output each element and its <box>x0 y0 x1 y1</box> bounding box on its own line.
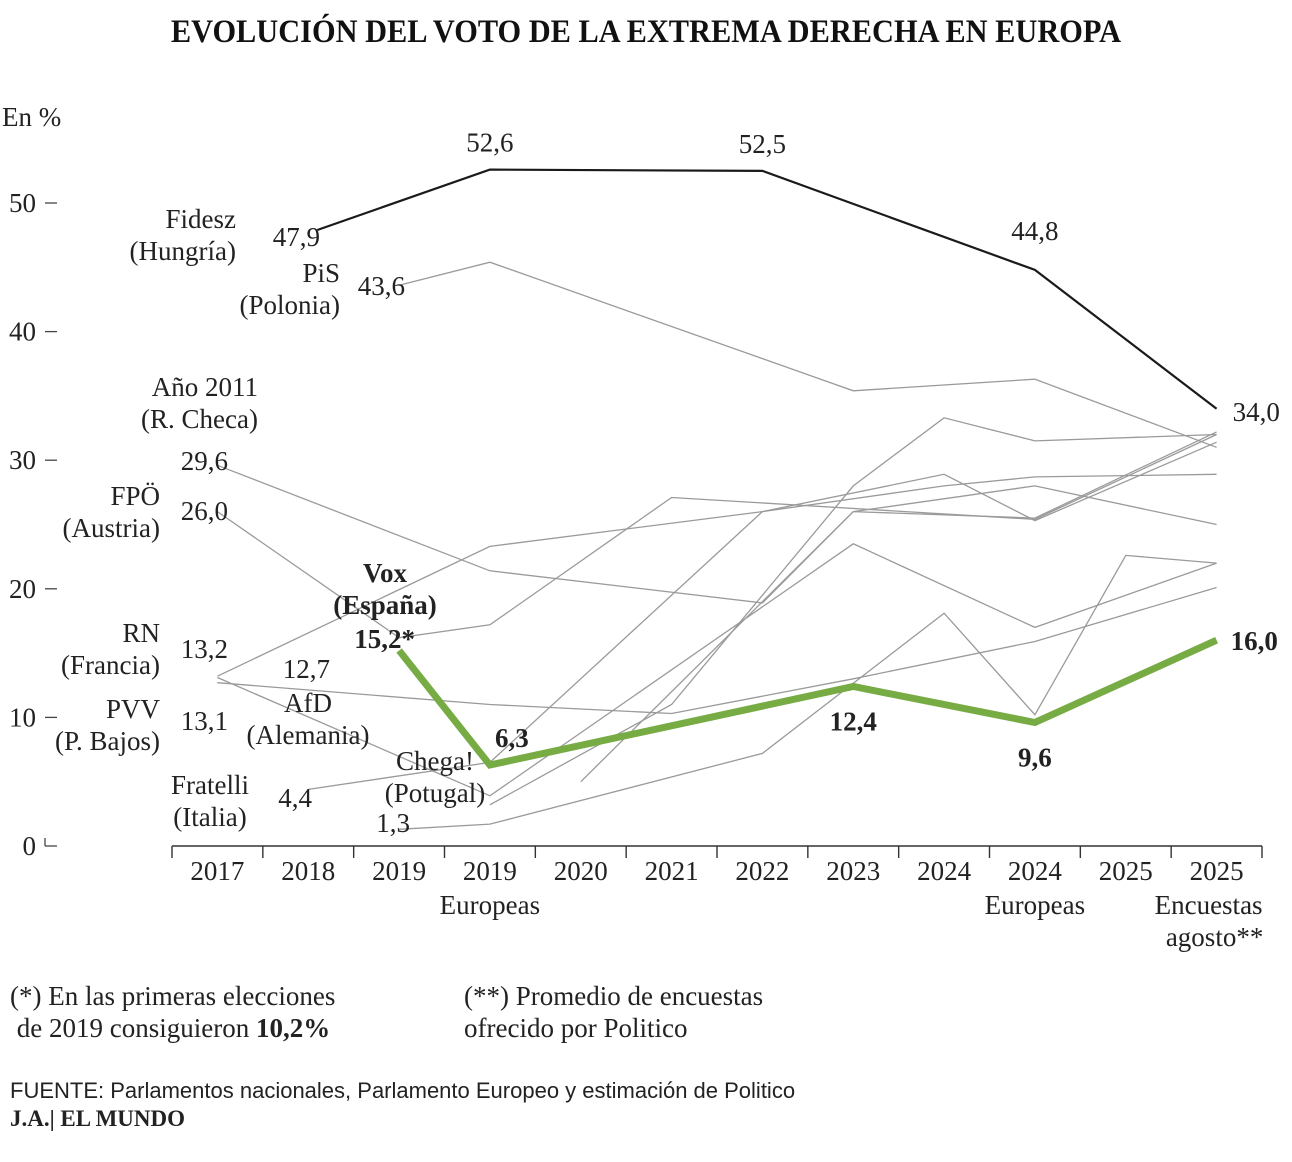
data-value-label: 52,5 <box>739 129 786 159</box>
axes: En % 0 10 20 30 40 50 2017 2018 2019 2019 Europeas 2… <box>2 102 1263 952</box>
series-labels: Fidesz(Hungría) 47,9 PiS(Polonia) 43,6 Año 2… <box>55 128 1280 838</box>
series-start-value: 1,3 <box>376 808 410 838</box>
series-line-pis-polonia <box>398 261 1217 448</box>
x-tick-label: 2019 <box>372 856 426 886</box>
source-text: Parlamentos nacionales, Parlamento Europ… <box>104 1078 796 1103</box>
x-tick-label: 2018 <box>281 856 335 886</box>
x-tick-sublabel: Europeas <box>440 890 540 920</box>
series-name-label: (R. Checa) <box>141 404 258 434</box>
series-line-fidesz-hungr-a <box>316 168 1218 410</box>
series-name-label: PVV <box>106 694 161 724</box>
series-name-label: (P. Bajos) <box>55 726 160 756</box>
footnote-2-line2: ofrecido por Politico <box>464 1013 688 1043</box>
series-line-rn-francia <box>217 441 1217 677</box>
series-start-value: 43,6 <box>358 271 405 301</box>
x-tick-label: 2024 <box>917 856 972 886</box>
series-name-label: (España) <box>333 590 437 620</box>
series-name-label: Fratelli <box>171 770 249 800</box>
credit-line: J.A.| EL MUNDO <box>10 1106 186 1131</box>
y-tick-label: 30 <box>9 445 36 475</box>
y-tick-label: 10 <box>9 702 36 732</box>
data-value-label: 9,6 <box>1018 743 1052 773</box>
series-name-label: AfD <box>284 688 332 718</box>
x-tick-label: 2021 <box>645 856 699 886</box>
series-name-label: (Francia) <box>61 650 160 680</box>
series-start-value: 13,2 <box>181 634 228 664</box>
series-name-label: (Italia) <box>173 802 246 832</box>
y-tick-label: 40 <box>9 317 36 347</box>
chart-title: EVOLUCIÓN DEL VOTO DE LA EXTREMA DERECHA… <box>170 14 1122 50</box>
x-tick-label: 2024 <box>1008 856 1063 886</box>
data-value-label: 44,8 <box>1011 216 1058 246</box>
series-line-pvv-p-bajos <box>217 543 1217 797</box>
series-name-label: (Polonia) <box>240 290 341 320</box>
series-name-label: (Alemania) <box>247 720 370 750</box>
series-line-fratelli-italia <box>308 473 1217 791</box>
series-start-value: 47,9 <box>273 222 320 252</box>
x-tick-label: 2020 <box>554 856 608 886</box>
footnote-1-value: 10,2% <box>255 1013 331 1043</box>
footnote-2-line1: (**) Promedio de encuestas <box>464 981 764 1011</box>
source-label: FUENTE: <box>10 1078 105 1103</box>
series-name-label: Vox <box>363 558 408 588</box>
data-value-label: 12,4 <box>830 707 877 737</box>
series-line-afd-alemania <box>217 586 1217 715</box>
data-value-label: 16,0 <box>1231 626 1278 656</box>
y-tick-label: 0 <box>23 831 37 861</box>
footnote-1-line1: (*) En las primeras elecciones <box>10 981 336 1011</box>
x-tick-label: 2022 <box>735 856 789 886</box>
y-tick-label: 20 <box>9 574 36 604</box>
footnote-1: (*) En las primeras elecciones de 2019 c… <box>10 980 335 1044</box>
series-line-fp-austria <box>217 433 1217 639</box>
x-tick-label: 2025 <box>1190 856 1244 886</box>
footnote-1-prefix: de 2019 consiguieron <box>16 1013 256 1043</box>
series-name-label: (Hungría) <box>130 236 236 266</box>
y-axis-label: En % <box>2 102 61 132</box>
x-tick-sublabel: agosto** <box>1166 922 1264 952</box>
series-start-value: 15,2* <box>354 624 415 654</box>
x-tick-label: 2019 <box>463 856 517 886</box>
series-lines <box>217 168 1219 830</box>
data-value-label: 52,6 <box>466 128 513 158</box>
y-tick-label: 50 <box>9 188 36 218</box>
data-value-label: 6,3 <box>495 723 529 753</box>
footnote-2: (**) Promedio de encuestas ofrecido por … <box>464 980 763 1044</box>
series-start-value: 4,4 <box>278 783 312 813</box>
series-line-unlabeled-11 <box>580 485 1217 783</box>
series-start-value: 13,1 <box>181 706 228 736</box>
series-start-value: 12,7 <box>283 654 330 684</box>
series-name-label: Chega! <box>396 746 474 776</box>
series-name-label: (Potugal) <box>385 778 486 808</box>
series-name-label: Fidesz <box>166 204 237 234</box>
series-name-label: (Austria) <box>63 513 160 543</box>
x-tick-label: 2023 <box>826 856 880 886</box>
data-value-label: 34,0 <box>1233 397 1280 427</box>
series-start-value: 29,6 <box>181 446 228 476</box>
series-start-value: 26,0 <box>181 496 228 526</box>
series-name-label: PiS <box>302 258 340 288</box>
series-line-vox-espa-a <box>396 637 1219 769</box>
series-name-label: FPÖ <box>110 481 160 511</box>
series-name-label: Año 2011 <box>152 372 258 402</box>
source-line: FUENTE: Parlamentos nacionales, Parlamen… <box>10 1078 795 1104</box>
x-tick-label: 2017 <box>190 856 244 886</box>
x-tick-sublabel: Encuestas <box>1155 890 1263 920</box>
x-tick-sublabel: Europeas <box>985 890 1085 920</box>
series-line-chega-potugal <box>399 554 1217 830</box>
x-tick-label: 2025 <box>1099 856 1153 886</box>
line-chart: En % 0 10 20 30 40 50 2017 2018 2019 2019 Europeas 2… <box>2 102 1280 952</box>
series-name-label: RN <box>122 618 160 648</box>
footnote-1-line2: de 2019 consiguieron 10,2% <box>10 1012 335 1044</box>
